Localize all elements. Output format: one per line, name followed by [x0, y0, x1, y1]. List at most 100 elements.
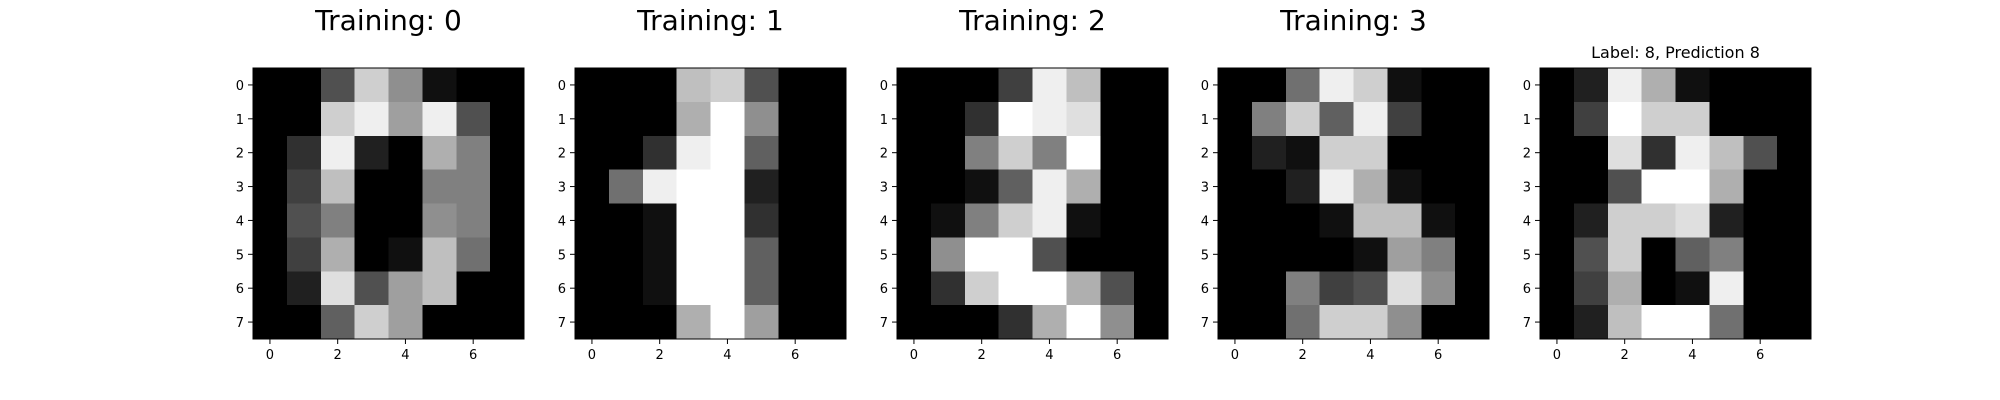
pixel-cell	[490, 135, 525, 171]
pixel-cell	[1455, 135, 1490, 171]
pixel-cell	[642, 101, 678, 137]
pixel-cell	[1032, 68, 1067, 103]
pixel-cell	[778, 101, 813, 137]
pixel-cell	[1777, 203, 1812, 238]
pixel-cell	[1218, 305, 1253, 340]
pixel-cell	[998, 68, 1034, 103]
pixel-cell	[930, 68, 966, 103]
pixel-cell	[1319, 135, 1355, 171]
pixel-cell	[490, 68, 525, 103]
pixel-cell	[1218, 169, 1253, 205]
pixel-cell	[320, 68, 356, 103]
pixel-cell	[710, 305, 745, 340]
pixel-cell	[1285, 203, 1321, 238]
pixel-cell	[388, 101, 423, 137]
y-tick-label: 3	[1201, 181, 1209, 196]
pixel-cell	[1032, 237, 1067, 272]
pixel-cell	[930, 135, 966, 171]
y-tick-label: 6	[236, 282, 244, 297]
x-tick-label: 6	[1434, 348, 1442, 363]
pixel-cell	[1675, 237, 1710, 272]
panel-title: Training: 3	[1279, 4, 1427, 37]
pixel-cell	[575, 203, 610, 238]
pixel-cell	[642, 305, 678, 340]
pixel-cell	[1032, 101, 1067, 137]
pixel-cell	[388, 68, 423, 103]
pixel-cell	[930, 101, 966, 137]
image-panel-0: Training: 0 0 2 4 6 0 1 2 3 4 5 6 7	[236, 4, 525, 363]
pixel-cell	[897, 237, 932, 272]
pixel-cell	[1100, 305, 1135, 340]
pixel-cell	[608, 101, 644, 137]
y-tick-label: 7	[558, 316, 566, 331]
pixel-cell	[744, 135, 779, 171]
pixel-cell	[1387, 68, 1422, 103]
pixel-cell	[812, 203, 847, 238]
pixel-cell	[897, 135, 932, 171]
pixel-cell	[1134, 305, 1169, 340]
pixel-cell	[1066, 68, 1101, 103]
pixel-cell	[964, 237, 1000, 272]
pixel-cell	[1100, 169, 1135, 205]
pixel-cell	[1387, 305, 1422, 340]
pixel-cell	[744, 101, 779, 137]
axes-frame	[1539, 67, 1812, 340]
pixel-cell	[1743, 68, 1778, 103]
pixel-cell	[575, 305, 610, 340]
pixel-cell	[1387, 237, 1422, 272]
y-tick-label: 2	[558, 147, 566, 162]
pixel-cell	[490, 169, 525, 205]
pixel-cell	[778, 271, 813, 306]
y-tick-label: 4	[236, 214, 244, 229]
pixel-cell	[456, 169, 491, 205]
pixel-cell	[320, 135, 356, 171]
pixel-cell	[1743, 203, 1778, 238]
pixel-cell	[1607, 203, 1643, 238]
pixel-cell	[286, 237, 322, 272]
pixel-cell	[1387, 203, 1422, 238]
pixel-cell	[1641, 305, 1677, 340]
pixel-cell	[998, 101, 1034, 137]
y-tick-label: 6	[880, 282, 888, 297]
pixel-cell	[778, 135, 813, 171]
pixel-cell	[422, 169, 457, 205]
pixel-cell	[1607, 169, 1643, 205]
pixel-cell	[1100, 203, 1135, 238]
pixel-cell	[1455, 203, 1490, 238]
pixel-cell	[490, 271, 525, 306]
pixel-cell	[1675, 101, 1710, 137]
pixel-cell	[930, 203, 966, 238]
pixel-cell	[897, 68, 932, 103]
pixel-cell	[1675, 271, 1710, 306]
pixel-cell	[930, 169, 966, 205]
y-tick-label: 0	[1523, 79, 1531, 94]
pixel-cell	[1607, 135, 1643, 171]
pixel-cell	[998, 135, 1034, 171]
pixel-cell	[1353, 305, 1388, 340]
pixel-cell	[253, 237, 288, 272]
pixel-cell	[1251, 68, 1287, 103]
pixel-cell	[1251, 203, 1287, 238]
pixel-cell	[964, 68, 1000, 103]
pixel-cell	[354, 237, 390, 272]
pixel-cell	[1777, 305, 1812, 340]
y-tick-label: 3	[558, 181, 566, 196]
pixel-cell	[286, 101, 322, 137]
pixel-cell	[744, 271, 779, 306]
pixel-cell	[320, 305, 356, 340]
pixel-cell	[1777, 135, 1812, 171]
pixel-cell	[1607, 68, 1643, 103]
pixel-cell	[354, 203, 390, 238]
x-tick-label: 4	[1366, 348, 1374, 363]
pixel-cell	[1607, 101, 1643, 137]
x-tick-label: 2	[334, 348, 342, 363]
pixel-cell	[1319, 305, 1355, 340]
pixel-cell	[1540, 203, 1575, 238]
pixel-cell	[1421, 68, 1456, 103]
pixel-cell	[778, 305, 813, 340]
pixel-cell	[1777, 169, 1812, 205]
pixel-cell	[456, 135, 491, 171]
pixel-cell	[286, 169, 322, 205]
pixel-cell	[1032, 203, 1067, 238]
